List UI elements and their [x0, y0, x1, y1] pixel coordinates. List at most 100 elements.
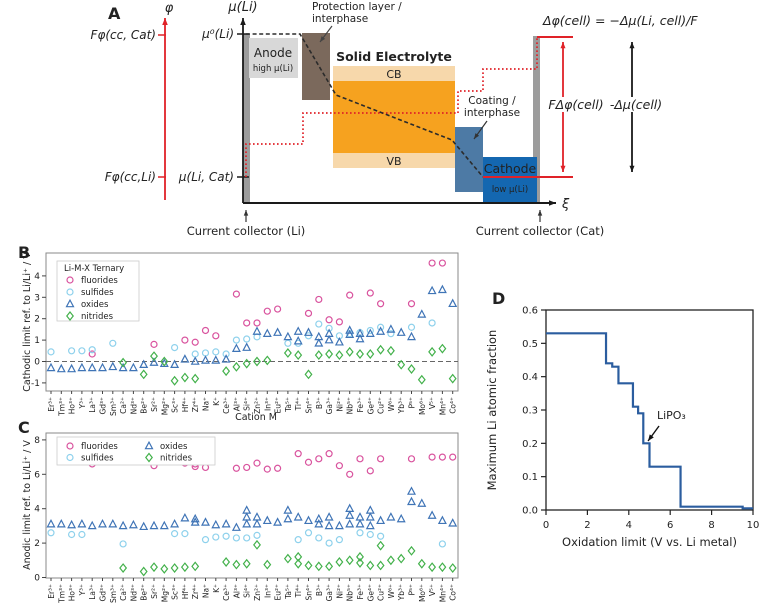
cathode-sublabel: low μ(Li)	[492, 185, 528, 195]
x-tick-label: 10	[747, 520, 760, 531]
legend-item-fluorides: fluorides	[81, 442, 118, 452]
x-tick-label: W⁶⁺	[387, 397, 396, 411]
y-axis-title: Anodic limit ref. to Li/Li⁺ / V	[22, 440, 33, 570]
y-tick-label: 0	[34, 358, 40, 368]
y-tick-label: 0	[34, 574, 40, 584]
mu-profile-dashed-line	[246, 33, 484, 178]
delta-phi-equation: Δφ(cell) = −Δμ(Li, cell)/F	[542, 13, 698, 28]
x-tick-label: Mo⁶⁺	[418, 397, 427, 415]
x-tick-label: In³⁺	[263, 397, 272, 411]
x-tick-label: Sn⁴⁺	[305, 397, 314, 414]
cb-label: CB	[386, 68, 401, 81]
x-axis-title: Cation M	[235, 412, 277, 423]
x-tick-label: Ca²⁺	[119, 397, 128, 414]
x-tick-label: Cu²⁺	[377, 397, 386, 414]
x-tick-label: Nb⁵⁺	[346, 397, 355, 414]
x-tick-label: Y³⁺	[78, 397, 87, 410]
y-tick-label: -1	[31, 379, 40, 389]
x-tick-label: Er³⁺	[47, 584, 56, 599]
series-fluorides	[88, 259, 446, 358]
panel-a-label: A	[108, 4, 121, 23]
phi-profile-dotted-line	[245, 37, 538, 177]
neg-delta-mu-label: -Δμ(cell)	[610, 97, 662, 112]
x-tick-label: P⁵⁺	[408, 584, 417, 596]
current-collector-li-label: Current collector (Li)	[187, 224, 306, 238]
x-tick-label: Hf⁴⁺	[181, 584, 190, 599]
x-tick-label: Zn²⁺	[253, 397, 262, 414]
mu-axis-label: μ(Li)	[227, 0, 257, 15]
legend-box	[56, 260, 140, 322]
x-tick-label: Mo⁶⁺	[418, 584, 427, 602]
legend-item-oxides: oxides	[160, 442, 188, 452]
li-fraction-step-line	[546, 332, 753, 510]
vb-label: VB	[386, 155, 401, 168]
x-tick-label: 6	[667, 520, 673, 531]
x-tick-label: Be²⁺	[140, 397, 149, 414]
cathode-box	[483, 157, 537, 203]
legend-item-nitrides: nitrides	[81, 312, 114, 322]
x-tick-label: Al³⁺	[232, 397, 241, 411]
x-tick-label: Ta⁵⁺	[284, 397, 293, 413]
x-tick-label: Ce³⁺	[222, 397, 231, 414]
x-tick-label: Sr²⁺	[150, 584, 159, 599]
legend-title: Li-M-X Ternary	[64, 264, 124, 274]
x-tick-label: K⁺	[212, 397, 221, 406]
x-tick-label: Sc³⁺	[171, 584, 180, 600]
x-tick-label: Ni²⁺	[335, 397, 344, 412]
series-sulfides	[47, 529, 446, 548]
x-tick-label: 0	[543, 520, 549, 531]
coating-box	[455, 127, 483, 192]
legend-item-nitrides: nitrides	[160, 454, 193, 464]
x-tick-label: V⁵⁺	[428, 397, 437, 409]
x-tick-label: V⁵⁺	[428, 584, 437, 596]
plot-frame	[45, 252, 459, 392]
x-tick-label: W⁶⁺	[387, 584, 396, 598]
y-tick-label: 8	[34, 436, 40, 446]
y-tick-label: 6	[34, 470, 40, 480]
y-tick-label: 4	[34, 505, 40, 515]
x-tick-label: Ti⁴⁺	[294, 584, 303, 598]
x-tick-label: Ti⁴⁺	[294, 397, 303, 411]
mu-axis	[240, 18, 246, 203]
x-tick-label: Nd³⁺	[129, 397, 138, 414]
x-tick-label: P⁵⁺	[408, 397, 417, 409]
x-tick-label: Eu²⁺	[274, 584, 283, 600]
panel-d-li-fraction-chart: D 0.0 0.1 0.2 0.3 0.4 0.5 0.6 0 2 4 6 8 10 Maximum Li …	[485, 289, 759, 549]
xi-axis	[243, 200, 556, 206]
x-tick-label: La³⁺	[88, 397, 97, 413]
x-tick-label: Si⁴⁺	[243, 397, 252, 411]
series-nitrides	[119, 539, 457, 577]
x-tick-label: Fe³⁺	[356, 584, 365, 600]
annotation-lipo3: LiPO₃	[657, 409, 686, 422]
current-collector-cat-label: Current collector (Cat)	[476, 224, 604, 238]
x-tick-label: 8	[708, 520, 714, 531]
anode-sublabel: high μ(Li)	[253, 64, 293, 74]
x-tick-label: Ga³⁺	[325, 397, 334, 414]
coating-label-line1: Coating /	[468, 95, 516, 107]
coating-label-line2: interphase	[464, 107, 520, 119]
x-tick-label: Cu²⁺	[377, 584, 386, 601]
y-tick-label: 0.3	[522, 406, 538, 417]
protection-label-line2: interphase	[312, 13, 368, 25]
x-tick-label: Ge⁴⁺	[366, 584, 375, 601]
x-tick-label: Tm³⁺	[57, 584, 66, 604]
f-phi-cc-li-label: Fφ(cc,Li)	[105, 170, 156, 184]
panel-b-label: B	[18, 243, 30, 262]
x-tick-label: Sn⁴⁺	[305, 584, 314, 601]
x-tick-label: Sr²⁺	[150, 397, 159, 412]
x-tick-label: Ni²⁺	[335, 584, 344, 599]
y-axis-title: Cathodic limit ref. to Li/Li⁺ / V	[22, 252, 33, 392]
x-tick-label: Mg²⁺	[160, 397, 169, 415]
legend-item-fluorides: fluorides	[81, 276, 118, 286]
y-tick-label: 0.5	[522, 339, 538, 350]
series-oxides	[46, 284, 458, 373]
y-tick-label: 2	[34, 539, 40, 549]
x-tick-label: Co⁴⁺	[449, 584, 458, 601]
x-tick-label: Na⁺	[202, 584, 211, 598]
xi-axis-label: ξ	[561, 197, 570, 212]
x-tick-label: Tm³⁺	[57, 397, 66, 417]
x-tick-label: Zr⁴⁺	[191, 397, 200, 412]
